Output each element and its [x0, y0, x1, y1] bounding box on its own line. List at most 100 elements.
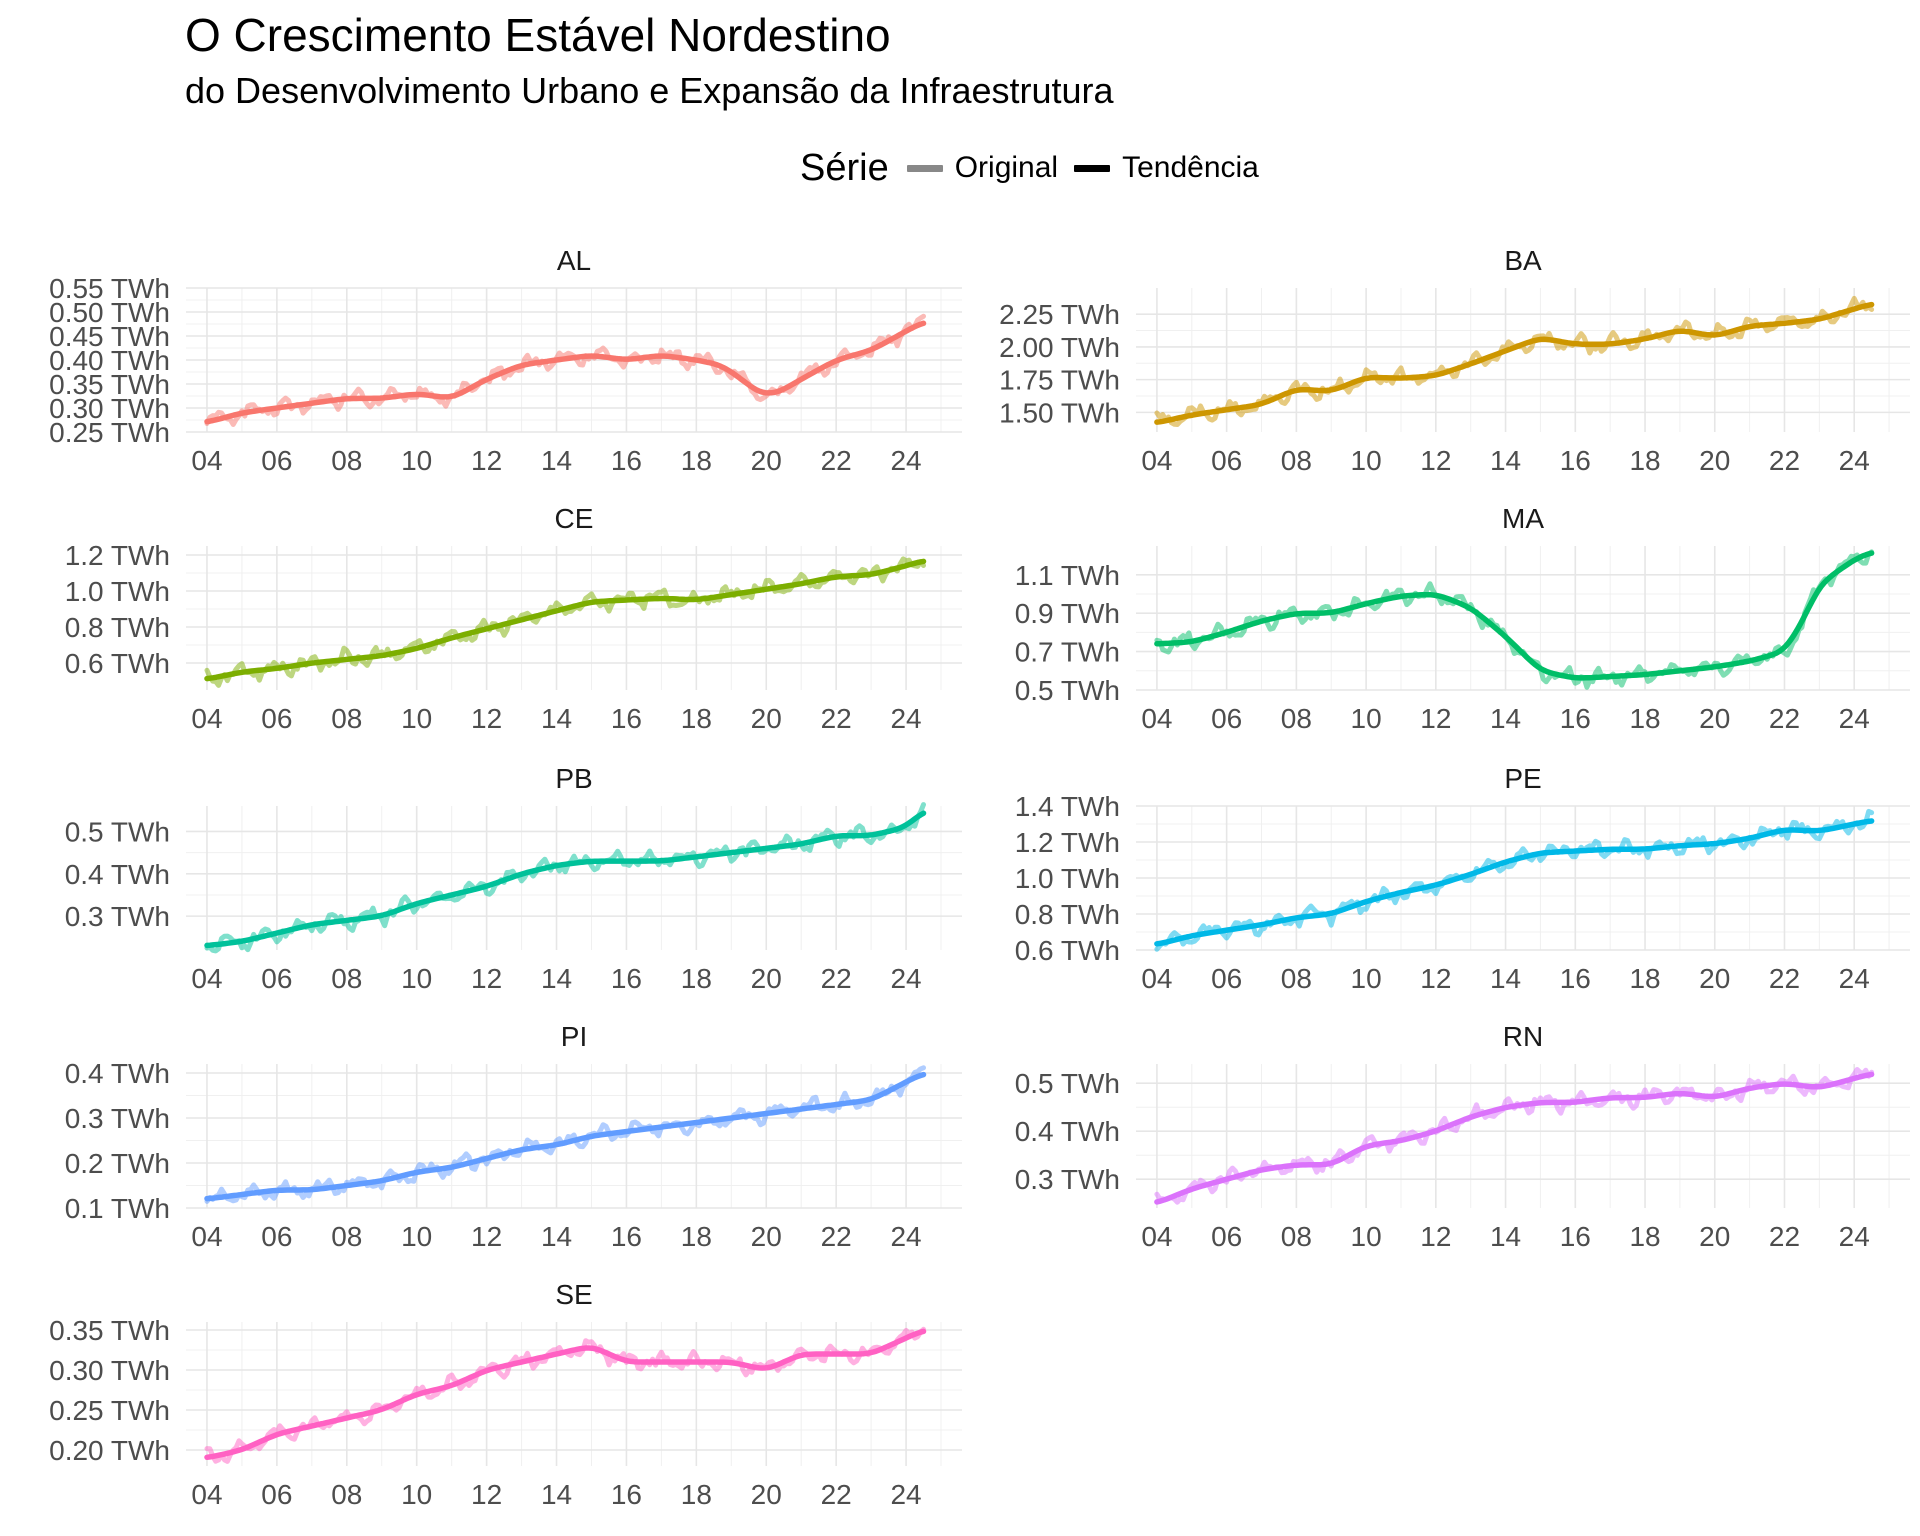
x-tick-label: 18 [681, 1479, 712, 1510]
y-tick-label: 0.35 TWh [49, 1315, 170, 1346]
x-tick-label: 04 [191, 445, 222, 476]
panel-pi: PI 0.1 TWh 0.2 TWh 0.3 TWh 0.4 TWh 04 06 08 10 12… [65, 1021, 962, 1252]
y-tick-label: 1.1 TWh [1015, 560, 1120, 591]
x-tick-label: 10 [1351, 1221, 1382, 1252]
panel-title-ma: MA [1502, 503, 1544, 534]
y-tick-label: 0.5 TWh [65, 816, 170, 847]
x-tick-label: 08 [1281, 963, 1312, 994]
panel-title-ce: CE [555, 503, 594, 534]
x-tick-label: 04 [191, 703, 222, 734]
legend-label-tendencia: Tendência [1122, 151, 1259, 184]
panel-title-pi: PI [561, 1021, 587, 1052]
x-tick-label: 24 [890, 1221, 921, 1252]
x-tick-label: 20 [751, 445, 782, 476]
x-tick-label: 14 [541, 963, 572, 994]
y-tick-label: 0.2 TWh [65, 1148, 170, 1179]
y-tick-label: 1.50 TWh [999, 397, 1120, 428]
legend-item-tendencia: Tendência [1074, 151, 1259, 185]
x-tick-label: 14 [1490, 963, 1521, 994]
x-tick-label: 12 [1420, 703, 1451, 734]
x-tick-label: 12 [471, 445, 502, 476]
x-tick-label: 16 [1560, 703, 1591, 734]
series-original-pb [204, 802, 926, 954]
x-tick-label: 24 [890, 1479, 921, 1510]
x-tick-label: 20 [751, 1479, 782, 1510]
x-tick-label: 14 [541, 1221, 572, 1252]
series-original-ce [204, 556, 926, 688]
x-tick-label: 16 [611, 1221, 642, 1252]
x-tick-label: 14 [1490, 703, 1521, 734]
x-tick-label: 20 [751, 703, 782, 734]
x-tick-label: 08 [1281, 1221, 1312, 1252]
x-tick-label: 12 [471, 1479, 502, 1510]
legend-item-original: Original [906, 151, 1058, 185]
legend-key-tendencia [1074, 164, 1111, 172]
x-tick-label: 12 [471, 963, 502, 994]
x-tick-label: 06 [261, 445, 292, 476]
x-tick-label: 24 [1839, 703, 1870, 734]
x-tick-label: 12 [1420, 963, 1451, 994]
y-tick-label: 0.25 TWh [49, 417, 170, 448]
x-tick-label: 22 [1769, 445, 1800, 476]
y-tick-label: 1.2 TWh [1015, 827, 1120, 858]
y-tick-label: 0.3 TWh [1015, 1164, 1120, 1195]
y-tick-label: 0.50 TWh [49, 297, 170, 328]
x-tick-label: 06 [261, 703, 292, 734]
x-tick-label: 16 [611, 703, 642, 734]
x-tick-label: 24 [1839, 1221, 1870, 1252]
x-tick-label: 10 [401, 1221, 432, 1252]
x-tick-label: 18 [1629, 703, 1660, 734]
x-tick-label: 06 [1211, 963, 1242, 994]
y-tick-label: 0.25 TWh [49, 1395, 170, 1426]
y-tick-label: 2.00 TWh [999, 332, 1120, 363]
x-tick-label: 04 [191, 1479, 222, 1510]
legend-title: Série [800, 146, 889, 189]
y-tick-label: 2.25 TWh [999, 299, 1120, 330]
x-tick-label: 04 [1141, 703, 1172, 734]
y-tick-label: 0.4 TWh [65, 859, 170, 890]
x-tick-label: 06 [1211, 1221, 1242, 1252]
chart-title: O Crescimento Estável Nordestino [185, 9, 891, 61]
series-trend-se [204, 1328, 927, 1461]
x-tick-label: 06 [1211, 703, 1242, 734]
x-tick-label: 12 [471, 1221, 502, 1252]
x-tick-label: 08 [331, 445, 362, 476]
y-tick-label: 1.2 TWh [65, 540, 170, 571]
series-trend-pb [204, 810, 927, 949]
y-tick-label: 0.4 TWh [1015, 1116, 1120, 1147]
x-tick-label: 06 [1211, 445, 1242, 476]
x-tick-label: 08 [331, 963, 362, 994]
x-tick-label: 14 [541, 703, 572, 734]
x-tick-label: 12 [1420, 445, 1451, 476]
chart-subtitle: do Desenvolvimento Urbano e Expansão da … [185, 70, 1114, 111]
x-tick-label: 06 [261, 1221, 292, 1252]
x-tick-label: 18 [681, 445, 712, 476]
x-tick-label: 16 [1560, 445, 1591, 476]
legend: Série Original Tendência [800, 146, 1275, 190]
x-tick-label: 12 [1420, 1221, 1451, 1252]
x-tick-label: 24 [1839, 963, 1870, 994]
x-tick-label: 16 [611, 445, 642, 476]
panel-title-pe: PE [1504, 763, 1541, 794]
x-tick-label: 18 [1629, 445, 1660, 476]
panel-title-pb: PB [555, 763, 592, 794]
x-tick-label: 12 [471, 703, 502, 734]
x-tick-label: 24 [890, 963, 921, 994]
x-tick-label: 10 [1351, 963, 1382, 994]
y-tick-label: 1.75 TWh [999, 365, 1120, 396]
y-tick-label: 1.0 TWh [1015, 863, 1120, 894]
x-tick-label: 08 [331, 1221, 362, 1252]
x-tick-label: 14 [1490, 1221, 1521, 1252]
x-tick-label: 04 [191, 963, 222, 994]
series-original-rn [1154, 1067, 1875, 1205]
panel-title-rn: RN [1503, 1021, 1543, 1052]
x-tick-label: 16 [1560, 963, 1591, 994]
x-tick-label: 10 [1351, 703, 1382, 734]
x-tick-label: 04 [191, 1221, 222, 1252]
series-trend-ba [1154, 301, 1875, 425]
y-tick-label: 0.45 TWh [49, 321, 170, 352]
x-tick-label: 20 [751, 1221, 782, 1252]
y-tick-label: 0.20 TWh [49, 1435, 170, 1466]
